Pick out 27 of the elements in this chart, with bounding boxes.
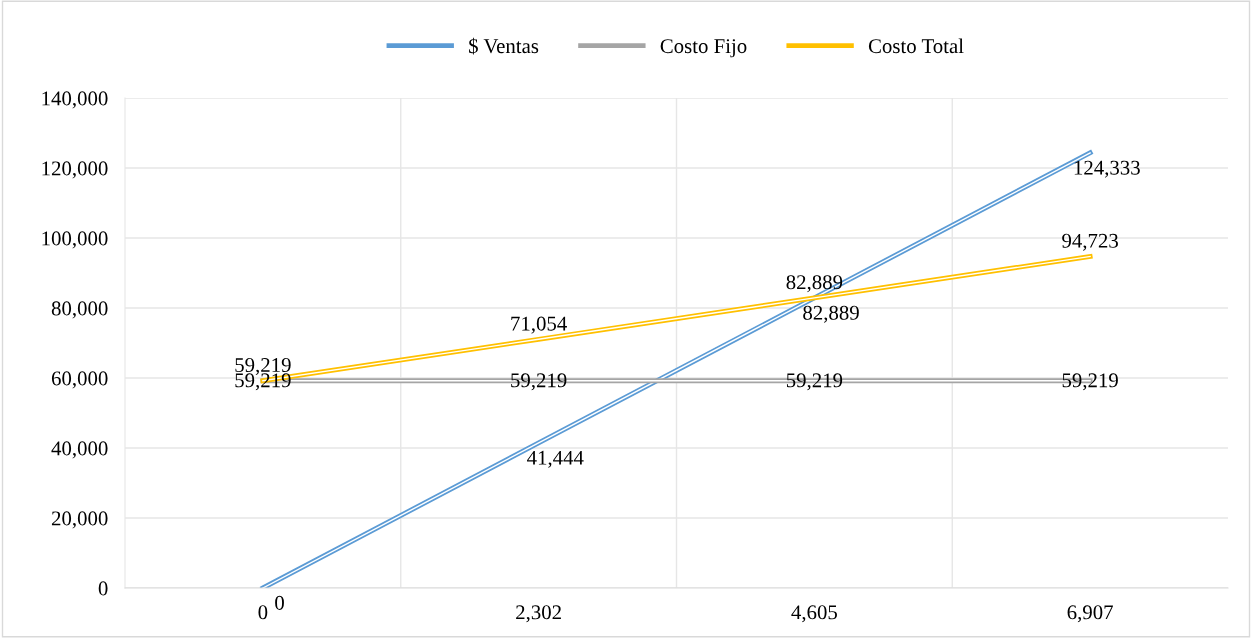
data-label: 59,219 — [235, 373, 291, 391]
x-tick-label: 6,907 — [1067, 605, 1113, 623]
y-tick-label: 60,000 — [51, 371, 108, 389]
legend-label: Costo Fijo — [660, 39, 747, 58]
y-tick-label: 0 — [98, 581, 108, 596]
y-tick-label: 100,000 — [42, 231, 108, 249]
y-tick-label: 120,000 — [42, 161, 108, 179]
data-label: 59,219 — [1062, 373, 1118, 391]
data-label: 94,723 — [1062, 233, 1118, 251]
data-label: 59,219 — [511, 373, 567, 391]
data-label: 82,889 — [803, 305, 859, 323]
data-label: 71,054 — [511, 316, 567, 334]
legend-label: Costo Total — [868, 38, 964, 54]
data-label: 0 — [275, 595, 284, 610]
data-label: 41,444 — [527, 450, 584, 468]
y-tick-label: 40,000 — [51, 441, 108, 459]
y-tick-label: 140,000 — [42, 91, 108, 109]
x-tick-label: 0 — [258, 605, 268, 620]
data-label: 59,219 — [235, 358, 291, 376]
data-label: 82,889 — [786, 275, 843, 293]
data-label: 124,333 — [1074, 160, 1140, 178]
y-tick-label: 20,000 — [51, 511, 108, 529]
x-tick-label: 4,605 — [791, 605, 837, 623]
legend-label: $ Ventas — [469, 37, 539, 55]
data-label: 59,219 — [786, 373, 843, 391]
y-tick-label: 80,000 — [51, 301, 108, 319]
x-tick-label: 2,302 — [516, 605, 561, 623]
